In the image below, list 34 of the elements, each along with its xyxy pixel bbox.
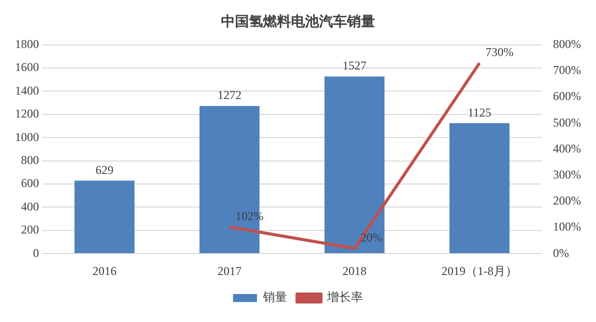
y-tick-label: 1000 — [15, 130, 39, 144]
y2-tick-label: 800% — [553, 36, 582, 51]
x-tick-label: 2016 — [92, 264, 116, 278]
y2-tick-label: 600% — [553, 89, 582, 104]
y2-tick-label: 0% — [553, 246, 570, 260]
y-tick-label: 1800 — [15, 36, 39, 51]
y2-tick-label: 700% — [553, 63, 582, 78]
y2-tick-label: 200% — [553, 194, 582, 208]
bar — [74, 180, 134, 254]
bar — [450, 123, 510, 254]
data-label: 1125 — [468, 105, 492, 120]
y-tick-label: 400 — [21, 199, 39, 214]
y-tick-label: 1600 — [15, 60, 39, 74]
y2-tick-label: 100% — [553, 220, 582, 234]
y-tick-label: 200 — [21, 222, 39, 237]
x-tick-label: 2017 — [218, 264, 242, 278]
data-label: 629 — [96, 162, 114, 177]
y2-tick-label: 400% — [553, 141, 582, 156]
y2-tick-label: 300% — [553, 167, 582, 182]
x-tick-label: 2019（1-8月） — [442, 264, 518, 278]
y-tick-label: 600 — [21, 176, 39, 190]
y-tick-label: 0 — [33, 246, 39, 260]
bar — [324, 76, 385, 254]
y2-tick-label: 500% — [553, 115, 582, 130]
data-label: 1272 — [218, 88, 242, 102]
data-label: 1527 — [342, 58, 366, 73]
legend-label: 销量 — [262, 290, 287, 304]
y-tick-label: 1400 — [15, 83, 39, 98]
x-tick-label: 2018 — [342, 264, 366, 278]
y-tick-label: 800 — [21, 152, 39, 167]
y-tick-label: 1200 — [15, 106, 39, 121]
chart-title: 中国氢燃料电池汽车销量 — [221, 13, 375, 30]
data-label: 730% — [486, 45, 514, 60]
legend-label: 增长率 — [326, 290, 363, 304]
